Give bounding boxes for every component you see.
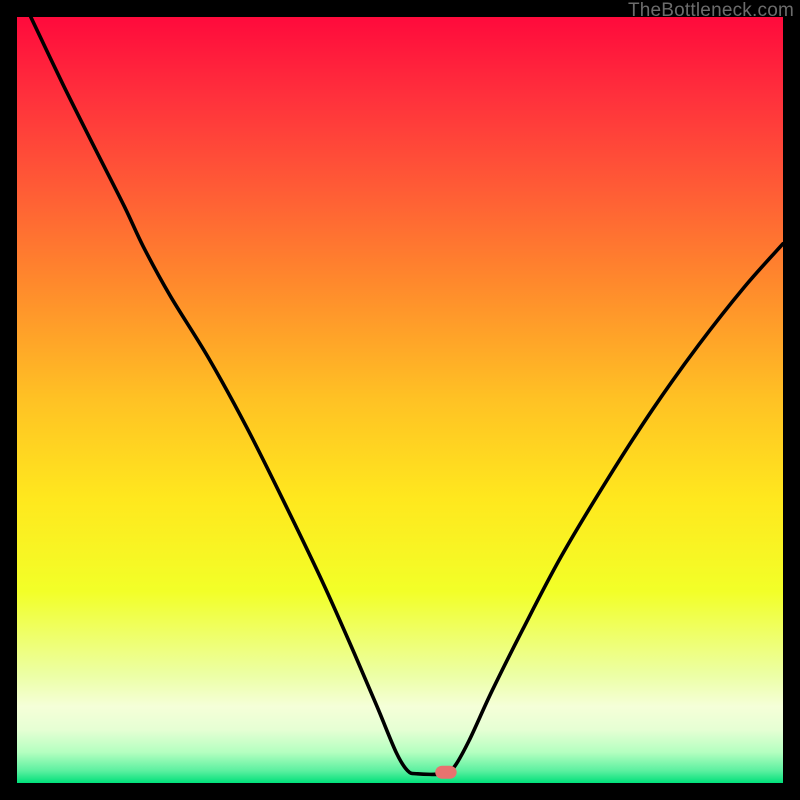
optimal-marker xyxy=(435,766,456,779)
chart-frame: TheBottleneck.com xyxy=(0,0,800,800)
bottleneck-curve xyxy=(17,17,783,783)
watermark-label: TheBottleneck.com xyxy=(628,0,794,22)
chart-plot-area xyxy=(17,17,783,783)
